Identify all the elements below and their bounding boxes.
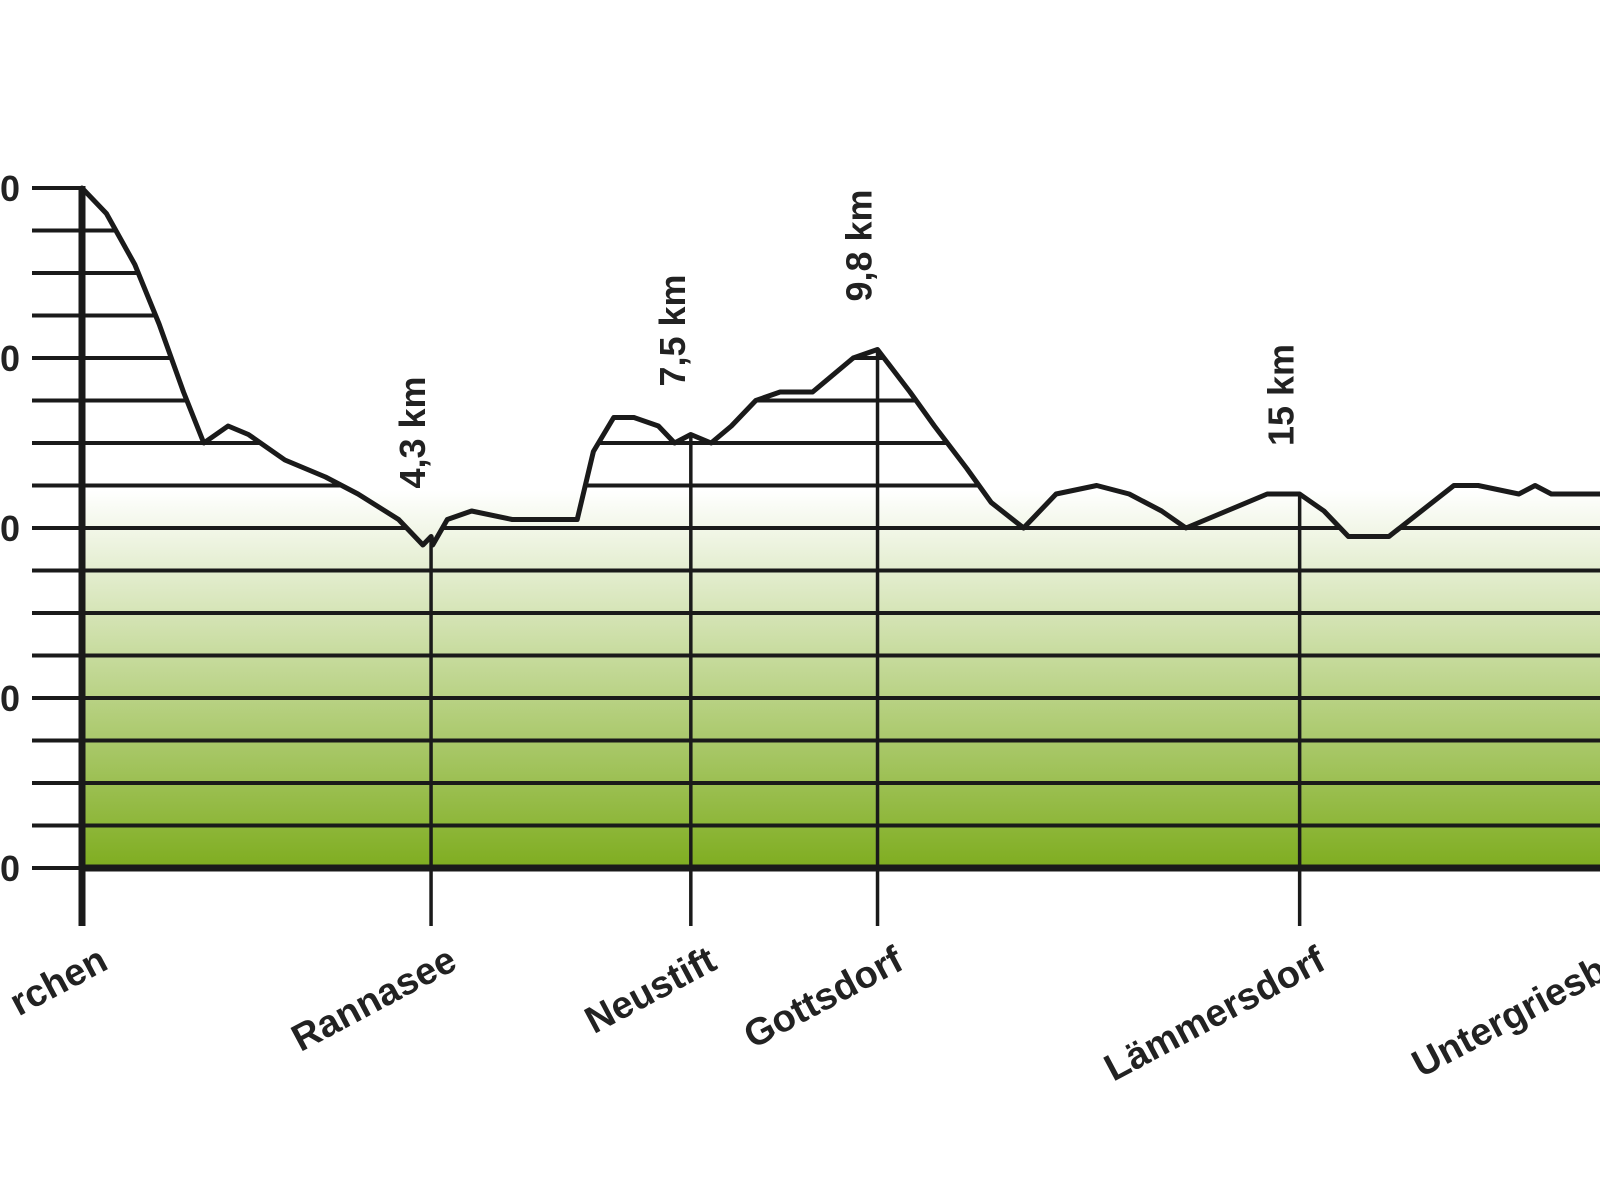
elevation-profile	[79, 185, 1600, 548]
distance-label: 15 km	[1261, 344, 1302, 446]
green-fill-area	[82, 490, 1600, 868]
distance-marker-lines	[429, 349, 1302, 926]
distance-label: 7,5 km	[652, 274, 693, 386]
place-label: Gottsdorf	[737, 939, 910, 1058]
distance-label: 4,3 km	[392, 376, 433, 488]
y-tick-label: 0	[0, 678, 20, 719]
y-tick-label: 0	[0, 508, 20, 549]
y-axis	[32, 186, 1600, 926]
place-label: rchen	[3, 939, 114, 1025]
y-tick-label: 0	[0, 168, 20, 209]
distance-labels: 4,3 km 7,5 km 9,8 km 15 km	[392, 189, 1302, 488]
place-label: Untergriesba	[1406, 938, 1600, 1086]
place-labels: rchen Rannasee Neustift Gottsdorf Lämmersdor…	[3, 938, 1600, 1089]
y-tick-labels: 0 0 0 0 0	[0, 168, 20, 889]
gradient-fill	[82, 490, 1600, 868]
profile-line	[79, 185, 1600, 548]
place-label: Rannasee	[285, 939, 463, 1060]
y-tick-label: 0	[0, 338, 20, 379]
place-label: Neustift	[578, 939, 723, 1043]
y-tick-label: 0	[0, 848, 20, 889]
distance-label: 9,8 km	[839, 189, 880, 301]
place-label: Lämmersdorf	[1098, 939, 1332, 1090]
